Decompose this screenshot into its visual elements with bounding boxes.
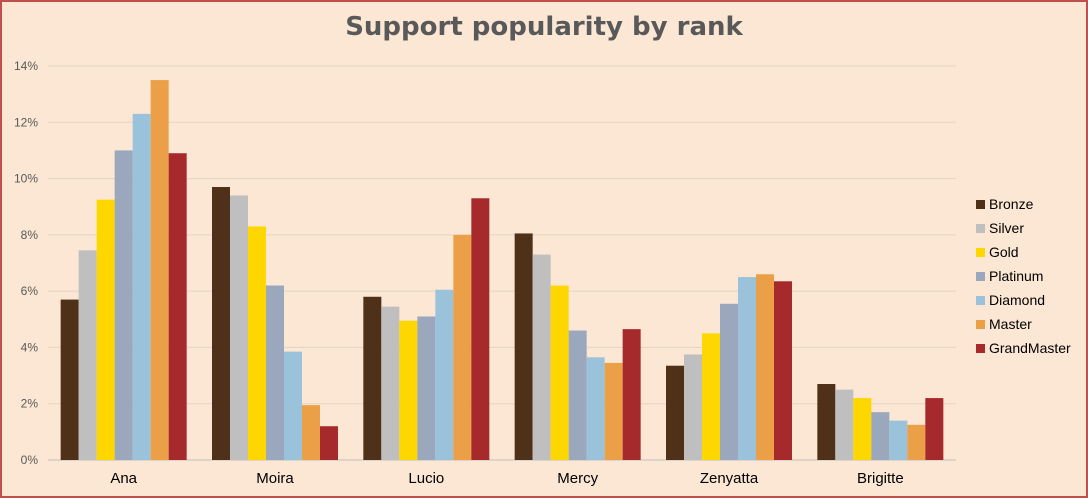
legend-label: Gold xyxy=(989,244,1019,260)
bar-bronze-moira xyxy=(212,187,230,460)
y-tick-label: 2% xyxy=(21,397,39,411)
x-tick-label: Mercy xyxy=(557,470,598,487)
bar-silver-brigitte xyxy=(835,389,854,460)
bar-platinum-lucio xyxy=(417,316,436,460)
legend-label: Bronze xyxy=(989,196,1034,212)
bar-silver-lucio xyxy=(381,306,400,460)
bar-platinum-ana xyxy=(114,150,133,460)
bar-bronze-lucio xyxy=(363,296,382,460)
legend-swatch xyxy=(976,319,985,329)
bar-gold-brigitte xyxy=(853,398,872,460)
bar-diamond-mercy xyxy=(586,357,605,460)
bar-platinum-moira xyxy=(266,285,284,460)
y-tick-label: 12% xyxy=(14,115,38,129)
bar-grandmaster-moira xyxy=(320,426,338,460)
bar-diamond-ana xyxy=(132,113,151,460)
legend-item: Gold xyxy=(976,240,1071,264)
bar-master-moira xyxy=(302,405,320,460)
bar-gold-lucio xyxy=(399,320,418,460)
bar-diamond-lucio xyxy=(435,289,454,460)
legend-item: Diamond xyxy=(976,288,1071,312)
legend-item: Platinum xyxy=(976,264,1071,288)
legend-swatch xyxy=(976,223,985,233)
legend-swatch xyxy=(976,271,985,281)
bar-grandmaster-ana xyxy=(168,153,187,460)
legend-swatch xyxy=(976,295,985,305)
bar-grandmaster-zenyatta xyxy=(774,281,792,460)
chart-title: Support popularity by rank xyxy=(345,12,743,42)
legend-label: Diamond xyxy=(989,292,1046,308)
y-tick-label: 0% xyxy=(21,453,39,467)
y-tick-label: 8% xyxy=(21,228,39,242)
bar-master-mercy xyxy=(604,362,623,460)
y-tick-label: 6% xyxy=(21,284,39,298)
x-tick-label: Ana xyxy=(110,470,137,487)
x-tick-label: Brigitte xyxy=(857,470,904,487)
bar-master-brigitte xyxy=(907,424,926,460)
bar-bronze-mercy xyxy=(514,233,533,460)
x-tick-label: Lucio xyxy=(408,470,444,487)
legend-item: GrandMaster xyxy=(976,336,1071,360)
bar-bronze-ana xyxy=(60,299,79,460)
bar-silver-ana xyxy=(78,250,97,460)
legend-label: Master xyxy=(989,316,1032,332)
bar-silver-moira xyxy=(230,195,248,460)
legend-swatch xyxy=(976,199,985,209)
bar-master-lucio xyxy=(453,234,472,460)
bar-gold-ana xyxy=(96,199,115,460)
bar-grandmaster-brigitte xyxy=(925,398,944,460)
bar-diamond-brigitte xyxy=(889,420,908,460)
legend-label: Platinum xyxy=(989,268,1044,284)
chart-legend: Bronze Silver Gold Platinum Diamond Master Gra… xyxy=(976,192,1071,360)
bar-grandmaster-lucio xyxy=(471,198,490,460)
legend-label: GrandMaster xyxy=(989,340,1071,356)
bar-diamond-moira xyxy=(284,351,302,460)
x-tick-label: Zenyatta xyxy=(700,470,759,487)
bar-gold-moira xyxy=(248,226,266,460)
bar-gold-mercy xyxy=(550,285,569,460)
y-tick-label: 10% xyxy=(14,172,38,186)
bar-diamond-zenyatta xyxy=(738,277,756,460)
bar-silver-zenyatta xyxy=(684,354,702,460)
bar-bronze-brigitte xyxy=(817,384,836,460)
legend-item: Master xyxy=(976,312,1071,336)
y-tick-label: 14% xyxy=(14,59,38,73)
bar-platinum-mercy xyxy=(568,330,587,460)
bar-grandmaster-mercy xyxy=(622,329,641,460)
y-tick-label: 4% xyxy=(21,340,39,354)
legend-swatch xyxy=(976,247,985,257)
legend-item: Silver xyxy=(976,216,1071,240)
legend-swatch xyxy=(976,343,985,353)
bar-master-zenyatta xyxy=(756,274,774,460)
bar-gold-zenyatta xyxy=(702,333,720,460)
bar-platinum-brigitte xyxy=(871,412,890,460)
legend-label: Silver xyxy=(989,220,1025,236)
bar-platinum-zenyatta xyxy=(720,303,738,460)
x-tick-label: Moira xyxy=(256,470,294,487)
legend-item: Bronze xyxy=(976,192,1071,216)
bar-silver-mercy xyxy=(532,254,551,460)
bar-bronze-zenyatta xyxy=(666,365,684,460)
bar-master-ana xyxy=(150,80,169,461)
